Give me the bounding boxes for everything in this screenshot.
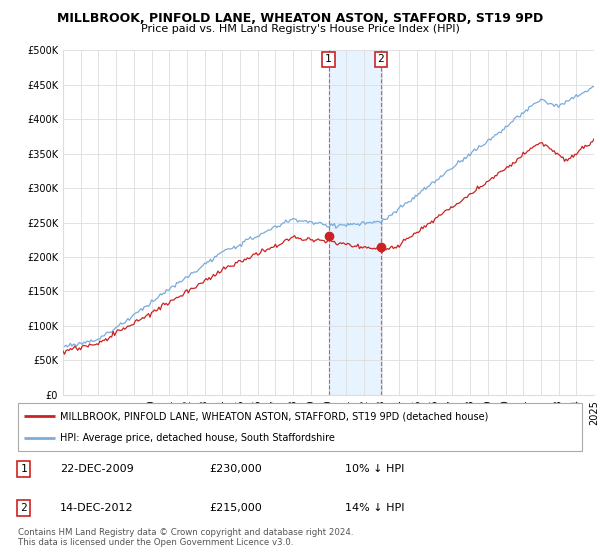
Text: £230,000: £230,000	[210, 464, 263, 474]
Text: 1: 1	[325, 54, 332, 64]
Text: 1: 1	[20, 464, 27, 474]
Text: 22-DEC-2009: 22-DEC-2009	[60, 464, 134, 474]
Text: MILLBROOK, PINFOLD LANE, WHEATON ASTON, STAFFORD, ST19 9PD: MILLBROOK, PINFOLD LANE, WHEATON ASTON, …	[57, 12, 543, 25]
Text: £215,000: £215,000	[210, 503, 263, 513]
Text: HPI: Average price, detached house, South Staffordshire: HPI: Average price, detached house, Sout…	[60, 433, 335, 443]
FancyBboxPatch shape	[18, 403, 582, 451]
Text: 14-DEC-2012: 14-DEC-2012	[60, 503, 134, 513]
Text: 14% ↓ HPI: 14% ↓ HPI	[345, 503, 404, 513]
Text: 2: 2	[377, 54, 384, 64]
Text: Contains HM Land Registry data © Crown copyright and database right 2024.
This d: Contains HM Land Registry data © Crown c…	[18, 528, 353, 547]
Text: 10% ↓ HPI: 10% ↓ HPI	[345, 464, 404, 474]
Text: MILLBROOK, PINFOLD LANE, WHEATON ASTON, STAFFORD, ST19 9PD (detached house): MILLBROOK, PINFOLD LANE, WHEATON ASTON, …	[60, 411, 488, 421]
Text: 2: 2	[20, 503, 27, 513]
Bar	[329, 50, 381, 395]
Text: Price paid vs. HM Land Registry's House Price Index (HPI): Price paid vs. HM Land Registry's House …	[140, 24, 460, 34]
